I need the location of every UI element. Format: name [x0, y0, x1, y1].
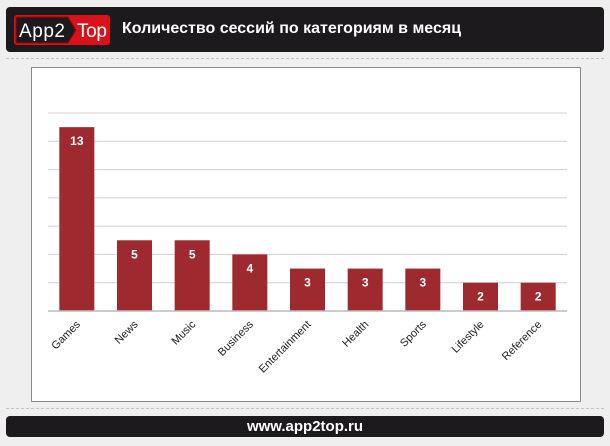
data-label: 5: [189, 247, 196, 261]
data-label: 2: [477, 290, 484, 304]
data-label: 3: [419, 276, 426, 290]
data-label: 13: [70, 134, 84, 148]
divider: [6, 58, 604, 59]
bar-sports: [405, 268, 441, 311]
x-tick-label: Games: [49, 318, 83, 352]
app2top-logo: App2 Top: [14, 15, 110, 45]
bar-business: [232, 254, 268, 311]
bar-chart: 13 Games 5 News 5 Music 4 Business 3 Entertainmen…: [48, 112, 567, 376]
x-tick-label: News: [113, 318, 141, 346]
x-tick-label: Business: [216, 318, 256, 358]
data-label: 3: [362, 276, 369, 290]
bar-music: [174, 240, 210, 311]
x-tick-label: Music: [169, 318, 198, 347]
data-label: 3: [304, 276, 311, 290]
bar-games: [59, 127, 95, 311]
page-title: Количество сессий по категориям в месяц: [122, 20, 462, 37]
data-label: 2: [535, 290, 542, 304]
data-label: 4: [246, 261, 253, 275]
divider: [6, 408, 604, 409]
data-label: 5: [131, 247, 138, 261]
bar-health: [347, 268, 383, 311]
chart-frame: 13 Games 5 News 5 Music 4 Business 3 Entertainmen…: [31, 67, 581, 402]
x-tick-label: Lifestyle: [450, 319, 487, 356]
x-tick-label: Reference: [500, 319, 544, 363]
x-tick-label: Health: [340, 319, 371, 350]
x-tick-label: Sports: [398, 318, 429, 349]
header-bar: App2 Top Количество сессий по категориям…: [6, 7, 604, 52]
bar-reference: [520, 282, 556, 311]
bar-news: [117, 240, 152, 311]
bar-lifestyle: [463, 282, 498, 311]
x-tick-label: Entertainment: [257, 319, 314, 376]
bar-entertainment: [290, 268, 325, 311]
footer-url: www.app2top.ru: [6, 416, 604, 437]
svg-text:Top: Top: [77, 21, 107, 42]
svg-text:App2: App2: [19, 21, 65, 42]
